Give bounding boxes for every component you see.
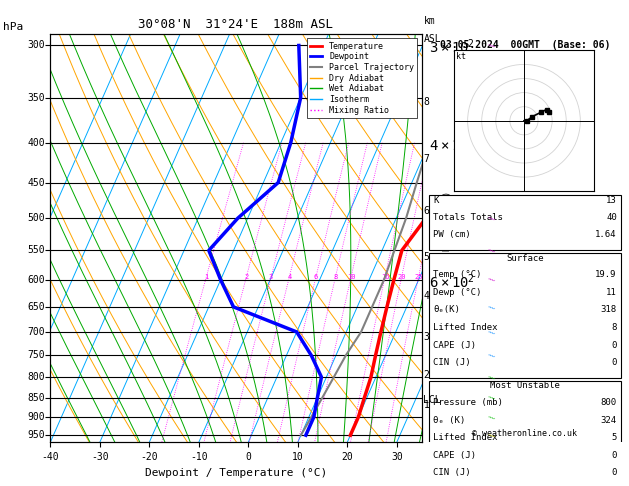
Text: Temp (°C): Temp (°C) [433,270,481,279]
Text: 400: 400 [27,138,45,148]
Text: 950: 950 [27,430,45,440]
Text: Most Unstable: Most Unstable [490,382,560,390]
Text: CIN (J): CIN (J) [433,358,470,367]
Text: 900: 900 [27,412,45,422]
Text: \: \ [488,42,496,49]
Text: 8: 8 [611,323,617,332]
Text: Lifted Index: Lifted Index [433,323,498,332]
Text: \: \ [488,303,496,311]
Title: 30°08'N  31°24'E  188m ASL: 30°08'N 31°24'E 188m ASL [138,18,333,32]
Text: 8: 8 [423,97,429,107]
Text: 3: 3 [423,332,429,342]
Text: 550: 550 [27,245,45,256]
Text: 0: 0 [611,358,617,367]
Text: \: \ [488,413,496,420]
Text: 800: 800 [27,372,45,382]
Text: \: \ [488,352,496,359]
Text: Totals Totals: Totals Totals [433,213,503,222]
Text: 19.9: 19.9 [595,270,617,279]
Text: 11: 11 [606,288,617,297]
Text: LCL: LCL [423,395,441,404]
Text: 2: 2 [423,370,429,380]
Text: θₑ (K): θₑ (K) [433,416,465,425]
Text: \: \ [488,94,496,101]
Text: PW (cm): PW (cm) [433,230,470,240]
Bar [429,253,621,378]
Text: 40: 40 [606,213,617,222]
Text: 5: 5 [423,252,429,261]
Text: 750: 750 [27,350,45,360]
Text: Lifted Index: Lifted Index [433,434,498,442]
Text: 500: 500 [27,213,45,223]
Text: Dewp (°C): Dewp (°C) [433,288,481,297]
Text: \: \ [488,329,496,336]
Text: hPa: hPa [3,22,23,32]
Text: 25: 25 [415,274,423,280]
Text: 850: 850 [27,393,45,402]
Text: 6: 6 [314,274,318,280]
Text: 350: 350 [27,93,45,103]
Text: θₑ(K): θₑ(K) [433,306,460,314]
Text: \: \ [488,276,496,283]
Bar [429,381,621,486]
Text: 324: 324 [601,416,617,425]
Text: © weatheronline.co.uk: © weatheronline.co.uk [472,429,577,438]
Text: K: K [433,196,438,205]
Text: 6: 6 [423,207,429,216]
Bar [429,195,621,250]
Text: 800: 800 [601,398,617,407]
Text: 20: 20 [398,274,406,280]
Text: 700: 700 [27,327,45,337]
Text: 600: 600 [27,275,45,285]
Text: 0: 0 [611,469,617,477]
X-axis label: Dewpoint / Temperature (°C): Dewpoint / Temperature (°C) [145,468,327,478]
Text: Pressure (mb): Pressure (mb) [433,398,503,407]
Text: 4: 4 [287,274,291,280]
Text: ASL: ASL [423,34,441,44]
Text: 318: 318 [601,306,617,314]
Text: \: \ [488,247,496,254]
Text: 16: 16 [381,274,389,280]
Text: 10: 10 [347,274,355,280]
Text: 1.64: 1.64 [595,230,617,240]
Text: \: \ [488,394,496,401]
Text: \: \ [488,373,496,381]
Text: \: \ [488,215,496,222]
Text: Mixing Ratio (g/kg): Mixing Ratio (g/kg) [443,191,452,286]
Text: 0: 0 [611,451,617,460]
Text: 4: 4 [423,291,429,301]
Text: 300: 300 [27,40,45,51]
Text: 13: 13 [606,196,617,205]
Text: 3: 3 [269,274,273,280]
Text: Surface: Surface [506,254,543,262]
Text: CAPE (J): CAPE (J) [433,451,476,460]
Text: 03.05.2024  00GMT  (Base: 06): 03.05.2024 00GMT (Base: 06) [440,40,610,50]
Text: 0: 0 [611,341,617,349]
Text: 1: 1 [204,274,208,280]
Text: 8: 8 [333,274,338,280]
Text: 650: 650 [27,302,45,312]
Text: kt: kt [457,52,466,61]
Text: 450: 450 [27,177,45,188]
Text: \: \ [488,179,496,186]
Text: CAPE (J): CAPE (J) [433,341,476,349]
Legend: Temperature, Dewpoint, Parcel Trajectory, Dry Adiabat, Wet Adiabat, Isotherm, Mi: Temperature, Dewpoint, Parcel Trajectory… [306,38,418,118]
Text: 2: 2 [244,274,248,280]
Text: \: \ [488,139,496,146]
Text: km: km [423,16,435,26]
Text: 7: 7 [423,154,429,164]
Text: CIN (J): CIN (J) [433,469,470,477]
Text: 1: 1 [423,400,429,411]
Text: \: \ [488,432,496,439]
Text: 5: 5 [611,434,617,442]
